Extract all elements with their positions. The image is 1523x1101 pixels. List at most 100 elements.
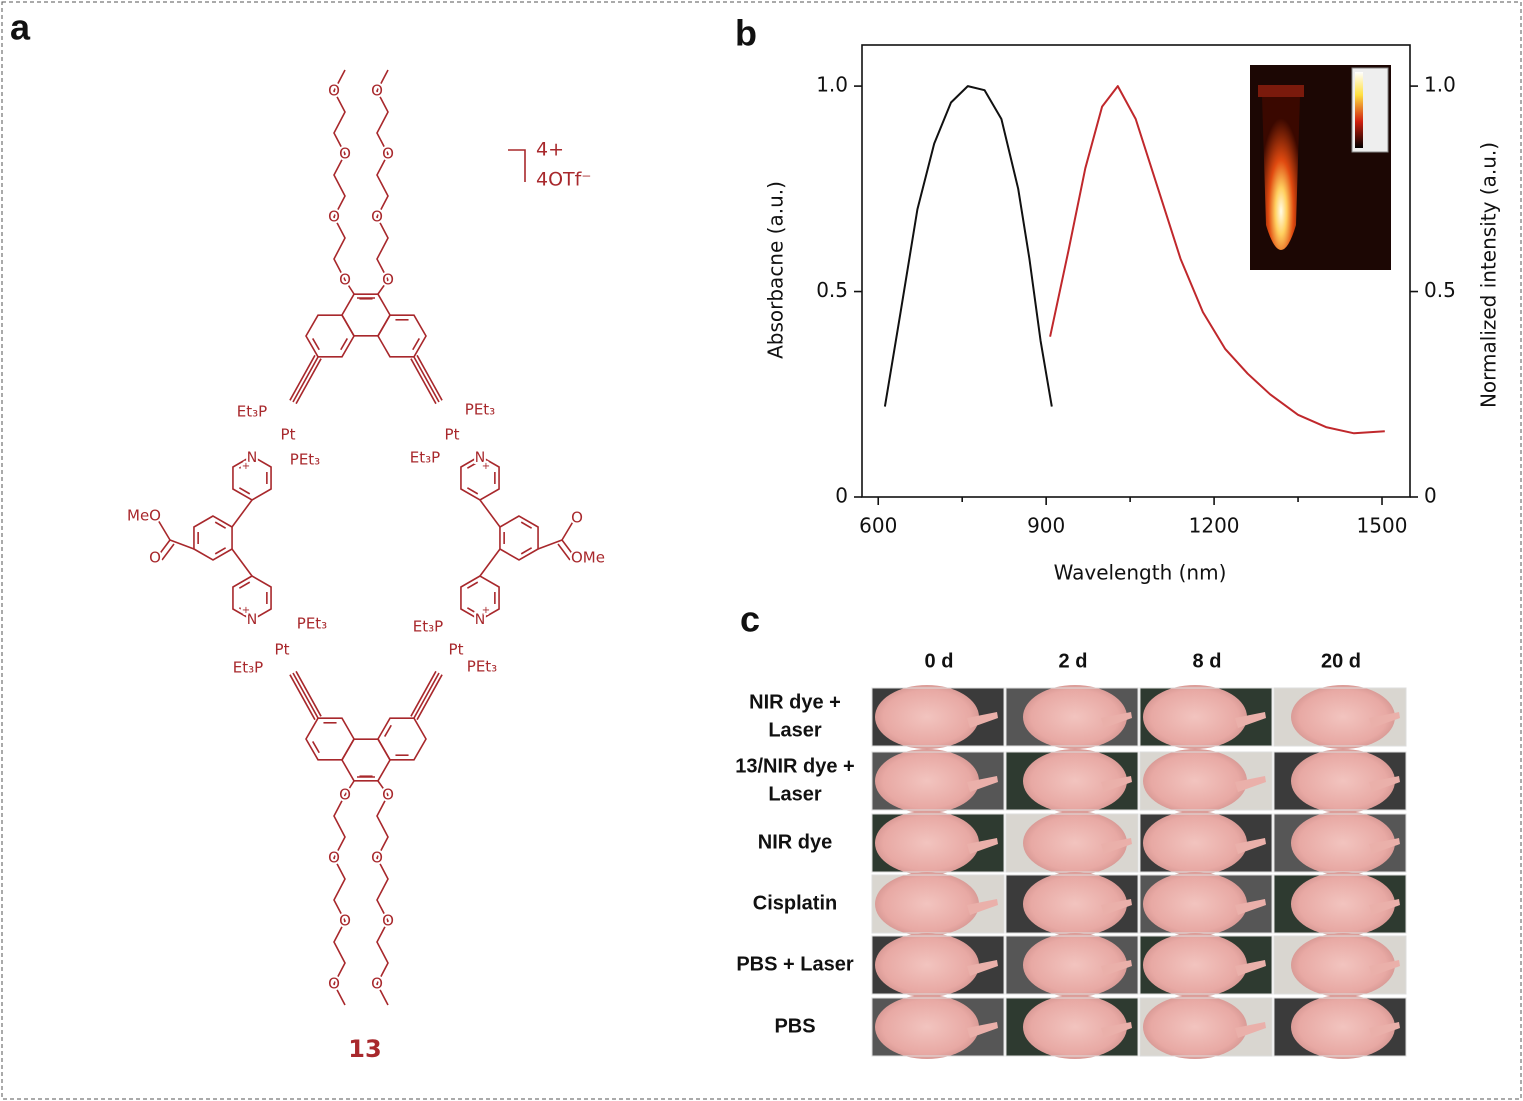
bond	[466, 461, 479, 469]
bond	[231, 548, 253, 577]
photo-frame	[1005, 935, 1139, 995]
bond	[561, 539, 575, 557]
atom-label: O	[339, 271, 351, 289]
bond	[466, 607, 479, 615]
data-line	[883, 85, 1053, 407]
bond	[413, 672, 440, 719]
y-axis-label: Absorbacne (a.u.)	[764, 181, 788, 359]
bond	[376, 794, 389, 1006]
atom-label: Pt	[449, 641, 464, 659]
atom-label: PEt₃	[467, 658, 497, 676]
photo-frame	[871, 997, 1005, 1057]
bond	[238, 607, 251, 615]
atom-label: PEt₃	[297, 615, 327, 633]
atom-label: PEt₃	[465, 401, 495, 419]
x-tick-label: 900	[1027, 514, 1065, 538]
photo-frame	[1273, 813, 1407, 873]
row-label: NIR dye +	[749, 691, 841, 713]
bond	[557, 543, 571, 561]
column-header: 0 d	[925, 650, 954, 672]
photo-subject	[1291, 872, 1395, 936]
photo-subject	[1101, 712, 1132, 728]
photo-frame	[1005, 813, 1139, 873]
photo-subject	[1235, 960, 1266, 976]
compound-number: 13	[348, 1035, 381, 1063]
bond	[410, 358, 437, 405]
photo-subject	[967, 899, 998, 915]
photo-subject	[1023, 933, 1127, 997]
x-tick-label: 1200	[1189, 514, 1240, 538]
photo-frame	[1139, 751, 1273, 811]
chart: 600 900 1200 1500 0 0.5 1.0 0 0.5 1.0	[816, 44, 1456, 538]
atom-label: O	[371, 208, 383, 226]
photo-subject	[1235, 776, 1266, 792]
photo-subject	[875, 685, 979, 749]
counterion: 4OTf⁻	[536, 169, 591, 191]
atom-label: Et₃P	[410, 449, 440, 467]
bond	[377, 279, 389, 295]
atom-label: O	[382, 912, 394, 930]
atom-label: MeO	[127, 507, 161, 525]
photo-subject	[1291, 933, 1395, 997]
photo-subject	[1143, 749, 1247, 813]
bond	[479, 548, 501, 577]
panel-label: b	[735, 13, 757, 54]
x-axis-label: Wavelength (nm)	[1054, 561, 1227, 585]
photo-frame	[1273, 997, 1407, 1057]
row-label: Cisplatin	[753, 892, 837, 914]
photo-subject	[1235, 838, 1266, 854]
bond	[499, 515, 539, 561]
photo-frame	[871, 687, 1005, 747]
data-line	[1049, 85, 1385, 435]
photo-subject	[1143, 995, 1247, 1059]
plot-frame	[861, 44, 1411, 498]
row-label: PBS	[774, 1015, 815, 1037]
photo-frame	[1273, 687, 1407, 747]
atom-label: O	[339, 912, 351, 930]
bond	[157, 519, 171, 541]
bond	[479, 499, 501, 528]
panel-label: a	[10, 7, 31, 48]
bond	[295, 358, 322, 405]
bond	[333, 69, 346, 281]
bond	[333, 794, 346, 1006]
bond	[214, 547, 227, 555]
atom-label: O	[149, 549, 161, 567]
bond	[289, 354, 316, 401]
bond	[305, 717, 355, 761]
bond	[466, 581, 479, 589]
photo-frame	[1139, 997, 1273, 1057]
bond	[383, 724, 392, 737]
bond	[305, 314, 355, 358]
photo-subject	[1235, 712, 1266, 728]
atom-label: OMe	[571, 549, 605, 567]
photo-frame	[1005, 687, 1139, 747]
bond	[232, 575, 272, 621]
bond	[238, 487, 251, 495]
photo-frame	[871, 935, 1005, 995]
photo-subject	[1291, 685, 1395, 749]
bond	[377, 717, 427, 761]
bond	[161, 543, 175, 561]
atom-label: O	[339, 786, 351, 804]
row-label: 13/NIR dye +	[735, 755, 855, 777]
bond	[238, 581, 251, 589]
photo-subject	[1023, 685, 1127, 749]
bond	[412, 338, 421, 351]
bond	[292, 672, 319, 719]
photo-subject	[967, 776, 998, 792]
atom-label: O	[371, 82, 383, 100]
photo-subject	[1369, 838, 1400, 854]
photo-subject	[875, 995, 979, 1059]
bond	[341, 293, 391, 337]
atom-label: O	[382, 271, 394, 289]
atom-label: O	[371, 849, 383, 867]
row-label: NIR dye	[758, 831, 832, 853]
photo-subject	[875, 811, 979, 875]
photo-subject	[1143, 933, 1247, 997]
column-header: 20 d	[1321, 650, 1361, 672]
bond	[341, 738, 391, 782]
row-label: Laser	[768, 783, 822, 805]
bond	[238, 461, 251, 469]
photo-frame	[1139, 935, 1273, 995]
